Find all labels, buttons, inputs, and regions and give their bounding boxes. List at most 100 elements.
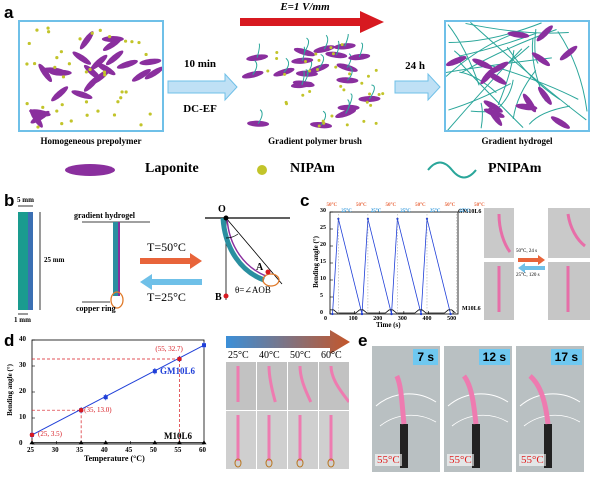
nipam-dot	[90, 31, 94, 35]
gm10l6-point	[103, 395, 108, 400]
nipam-dot	[41, 105, 45, 109]
gm10l6-point	[177, 356, 182, 361]
nipam-dot	[119, 96, 123, 100]
nipam-dot	[59, 50, 63, 54]
laponite-rod	[522, 93, 537, 113]
laponite-rod	[446, 56, 467, 67]
temp-label: 50°C	[356, 203, 367, 208]
copper-ring	[265, 458, 273, 468]
angle-definition: θ=∠AOB	[235, 285, 271, 295]
nipam-dot	[315, 68, 319, 72]
laponite-rod	[83, 64, 102, 80]
nipam-dot	[314, 52, 318, 56]
network-chain	[447, 48, 523, 130]
xtick-label: 45	[125, 446, 133, 454]
laponite-rod	[30, 110, 50, 124]
nipam-dot	[36, 125, 40, 129]
nipam-dot	[340, 43, 344, 47]
network-chain	[465, 22, 569, 34]
laponite-rod	[559, 45, 578, 61]
panel-label-d: d	[4, 331, 15, 350]
laponite-rod	[105, 50, 124, 66]
temp-label: 25°C	[429, 209, 441, 214]
xtick-label: 35	[76, 446, 84, 454]
gm10l6-point	[79, 408, 84, 413]
photo-c-arrow-cold	[518, 263, 545, 273]
laponite-rod	[241, 70, 264, 79]
nipam-dot	[342, 88, 346, 92]
point-a-dot	[265, 269, 271, 275]
nipam-dot	[377, 92, 381, 96]
panel-c-xlabel: Time (s)	[376, 321, 401, 329]
nipam-dot	[35, 28, 39, 32]
nipam-dot	[374, 121, 378, 125]
brush-box	[240, 34, 390, 134]
polymer-chain	[257, 109, 263, 124]
network-chain	[557, 31, 588, 112]
laponite-rod	[51, 86, 69, 102]
copper-ring	[296, 458, 304, 468]
network-chain	[447, 24, 480, 86]
protractor-arc	[375, 393, 437, 407]
laponite-rod	[538, 86, 552, 105]
elapsed-time-badge: 17 s	[550, 349, 582, 365]
m10l6-point	[103, 440, 109, 445]
nipam-dot	[67, 62, 71, 66]
nipam-dot	[108, 35, 112, 39]
nipam-dot	[61, 75, 66, 79]
laponite-rod	[487, 72, 507, 85]
nipam-dot	[98, 28, 102, 33]
nipam-dot	[124, 90, 128, 94]
cool-arrow	[140, 274, 202, 290]
photo-top-2	[288, 362, 318, 410]
laponite-rod	[336, 77, 359, 84]
hanging-strip	[113, 222, 119, 296]
nipam-dot	[60, 122, 64, 126]
network-chain	[458, 61, 524, 128]
nipam-dot	[123, 39, 128, 43]
nipam-dot	[368, 92, 372, 96]
laponite-rod	[310, 121, 332, 129]
ytick-label: 20	[320, 242, 326, 248]
protractor-arc	[523, 414, 581, 427]
xtick-label: 60	[199, 446, 206, 454]
nipam-dot	[331, 52, 335, 56]
nipam-dot	[275, 57, 279, 61]
point-b-label: B	[215, 292, 222, 303]
network-chain	[512, 70, 537, 120]
laponite-rod	[79, 31, 94, 50]
field-arrow	[240, 11, 384, 33]
polymer-chain	[335, 40, 340, 56]
protractor-arc	[447, 393, 509, 407]
brush-particles	[241, 34, 385, 129]
legend-nipam-label: NIPAm	[290, 161, 335, 176]
photo-top-3	[319, 362, 349, 410]
laponite-rod	[139, 58, 162, 66]
gm10l6-point	[366, 217, 370, 220]
m10l6-point	[152, 440, 158, 445]
bath-temperature-label: 55°C	[519, 454, 546, 466]
point-o-label: O	[218, 204, 226, 215]
laponite-rod	[472, 58, 493, 70]
nipam-dot	[85, 113, 89, 117]
xtick-label: 40	[100, 446, 108, 454]
field-label: E=1 V/mm	[280, 1, 330, 13]
panel-c-ylabel: Bending angle (°)	[311, 236, 320, 288]
nipam-dot	[317, 58, 321, 62]
nipam-dot	[53, 65, 57, 69]
nipam-dot	[116, 100, 120, 104]
pnipam-legend-icon	[427, 161, 477, 179]
annotation-35: (35, 13.0)	[84, 406, 112, 415]
nipam-dot	[345, 123, 349, 127]
photo-e-2: 17 s 55°C	[516, 346, 584, 472]
laponite-rod	[72, 51, 92, 65]
laponite-rod	[536, 25, 553, 42]
ytick-label: 0	[320, 310, 323, 316]
ytick-label: 15	[320, 259, 326, 265]
nipam-dot	[374, 68, 378, 72]
polymer-chain	[256, 43, 260, 58]
protractor-arc	[519, 393, 581, 407]
temp-label: 25°C	[370, 209, 382, 214]
nipam-dot	[266, 69, 270, 73]
network-chain	[480, 102, 483, 129]
